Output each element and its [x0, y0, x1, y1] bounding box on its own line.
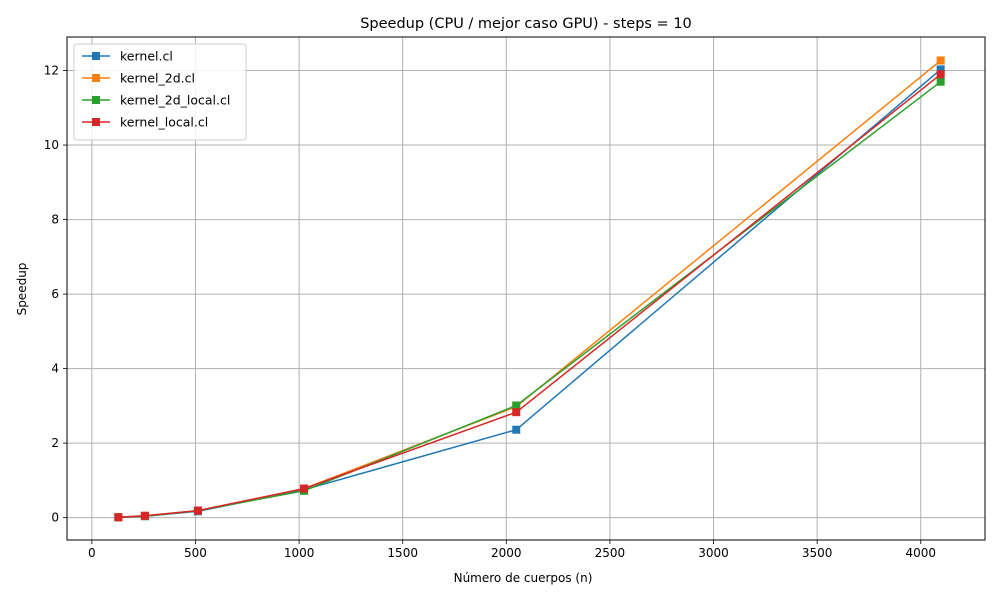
- data-point: [512, 408, 521, 417]
- data-point: [512, 425, 521, 434]
- x-axis: 0 500 1000 1500 2000 2500 3000 3500 4000: [88, 540, 936, 560]
- series-2: [114, 77, 945, 522]
- y-tick-label: 10: [44, 138, 59, 152]
- y-tick-label: 6: [51, 287, 59, 301]
- series-group: [114, 56, 945, 522]
- y-axis-label: Speedup: [15, 263, 29, 316]
- x-tick-label: 4000: [905, 546, 936, 560]
- x-tick-label: 500: [184, 546, 207, 560]
- plot-frame: [66, 36, 986, 541]
- x-tick-label: 2000: [491, 546, 522, 560]
- y-tick-label: 0: [51, 511, 59, 525]
- legend-label: kernel_2d.cl: [120, 71, 195, 86]
- legend-label: kernel_local.cl: [120, 115, 208, 130]
- data-point: [140, 511, 149, 520]
- data-point: [300, 484, 309, 493]
- y-tick-label: 2: [51, 436, 59, 450]
- x-tick-label: 1500: [387, 546, 418, 560]
- data-point: [512, 401, 521, 410]
- y-tick-label: 12: [44, 64, 59, 78]
- series-line: [118, 73, 942, 519]
- legend-item: kernel.cl: [82, 49, 173, 64]
- x-tick-label: 3500: [802, 546, 833, 560]
- x-tick-label: 2500: [595, 546, 626, 560]
- y-tick-label: 4: [51, 362, 59, 376]
- legend-frame: [73, 43, 247, 141]
- y-tick-label: 8: [51, 213, 59, 227]
- data-point: [936, 70, 945, 79]
- legend-marker: [92, 118, 100, 126]
- data-point: [114, 513, 123, 522]
- data-point: [936, 77, 945, 86]
- x-tick-label: 1000: [284, 546, 315, 560]
- legend-item: kernel_local.cl: [82, 115, 208, 130]
- x-tick-label: 0: [88, 546, 96, 560]
- data-point: [936, 65, 945, 74]
- x-axis-label: Número de cuerpos (n): [454, 571, 593, 585]
- y-axis: 0 2 4 6 8 10 12: [44, 64, 67, 525]
- legend-item: kernel_2d.cl: [82, 71, 195, 86]
- grid: [67, 37, 985, 540]
- legend-item: kernel_2d_local.cl: [82, 93, 230, 108]
- legend-label: kernel_2d_local.cl: [120, 93, 230, 108]
- legend-marker: [92, 52, 100, 60]
- legend: kernel.cl kernel_2d.cl kernel_2d_local.clk…: [73, 43, 247, 141]
- data-point: [936, 56, 945, 65]
- chart-title: Speedup (CPU / mejor caso GPU) - steps =…: [360, 16, 692, 32]
- series-3: [114, 70, 945, 522]
- x-tick-label: 3000: [698, 546, 729, 560]
- legend-marker: [92, 96, 100, 104]
- data-point: [193, 506, 202, 515]
- legend-marker: [92, 74, 100, 82]
- legend-label: kernel.cl: [120, 49, 173, 64]
